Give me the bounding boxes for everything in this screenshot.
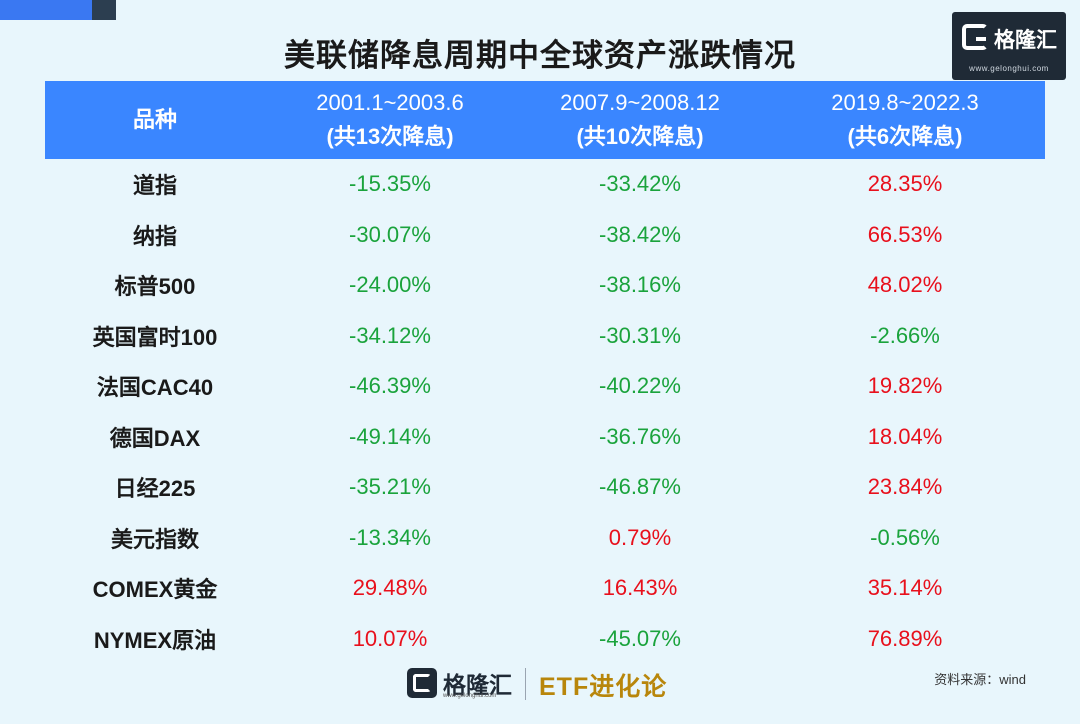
change-value-cell: 28.35% [867, 171, 943, 197]
change-value-cell: -38.16% [599, 272, 681, 298]
change-value-cell: -34.12% [349, 322, 431, 348]
header-row: 品种 2001.1~2003.6 (共13次降息) 2007.9~2008.12 (共1… [45, 81, 1045, 159]
header-cell-period: 2007.9~2008.12 (共10次降息) [515, 81, 765, 159]
table-row: 道指 -15.35% -33.42% 28.35% [45, 159, 1045, 210]
asset-name-cell: 标普500 [114, 274, 196, 300]
change-value-cell: 29.48% [352, 575, 428, 601]
change-value-cell: -0.56% [870, 524, 940, 550]
logo-url-text: www.gelonghui.com [969, 64, 1049, 73]
table-row: 德国DAX -49.14% -36.76% 18.04% [45, 412, 1045, 463]
corner-accent [0, 0, 92, 20]
change-value-cell: 19.82% [867, 373, 943, 399]
header-count-label: (共13次降息) [326, 124, 454, 149]
change-value-cell: 76.89% [867, 625, 943, 651]
table-row: 标普500 -24.00% -38.16% 48.02% [45, 260, 1045, 311]
page-title: 美联储降息周期中全球资产涨跌情况 [284, 38, 796, 73]
table-row: 纳指 -30.07% -38.42% 66.53% [45, 210, 1045, 261]
g-logo-icon [962, 24, 988, 50]
change-value-cell: -33.42% [599, 171, 681, 197]
change-value-cell: -30.31% [599, 322, 681, 348]
header-cell-period: 2001.1~2003.6 (共13次降息) [265, 81, 515, 159]
header-cell-name: 品种 [45, 81, 265, 159]
table-row: COMEX黄金 29.48% 16.43% 35.14% [45, 563, 1045, 614]
asset-name-cell: 德国DAX [109, 425, 201, 451]
data-source-note: 资料来源：wind [934, 672, 1026, 687]
column-name: ETF进化论 [539, 673, 668, 701]
asset-name-cell: NYMEX原油 [93, 627, 217, 653]
asset-name-cell: 道指 [132, 173, 177, 199]
logo-brand-text: 格隆汇 [994, 29, 1057, 52]
change-value-cell: -46.87% [599, 474, 681, 500]
table-body: 道指 -15.35% -33.42% 28.35% 纳指 -30.07% -38.42% 66… [45, 159, 1045, 664]
change-value-cell: 48.02% [867, 272, 943, 298]
corner-decoration [0, 0, 116, 20]
asset-performance-table: 品种 2001.1~2003.6 (共13次降息) 2007.9~2008.12 (共1… [45, 81, 1045, 664]
table-row: NYMEX原油 10.07% -45.07% 76.89% [45, 614, 1045, 665]
change-value-cell: 10.07% [352, 625, 428, 651]
change-value-cell: -45.07% [599, 625, 681, 651]
change-value-cell: -35.21% [349, 474, 431, 500]
header-cell-period: 2019.8~2022.3 (共6次降息) [765, 81, 1045, 159]
change-value-cell: -40.22% [599, 373, 681, 399]
header-period-label: 2007.9~2008.12 [560, 90, 720, 115]
table-row: 英国富时100 -34.12% -30.31% -2.66% [45, 311, 1045, 362]
change-value-cell: -13.34% [349, 524, 431, 550]
change-value-cell: -2.66% [870, 322, 940, 348]
change-value-cell: -36.76% [599, 423, 681, 449]
change-value-cell: -15.35% [349, 171, 431, 197]
asset-name-cell: 法国CAC40 [96, 375, 214, 401]
footer-brand-text: 格隆汇 [443, 672, 512, 698]
change-value-cell: -46.39% [349, 373, 431, 399]
change-value-cell: 16.43% [602, 575, 678, 601]
table-row: 日经225 -35.21% -46.87% 23.84% [45, 462, 1045, 513]
change-value-cell: 35.14% [867, 575, 943, 601]
g-logo-icon [407, 668, 437, 698]
header-period-label: 2001.1~2003.6 [316, 90, 464, 115]
change-value-cell: -49.14% [349, 423, 431, 449]
asset-name-cell: COMEX黄金 [92, 577, 218, 603]
change-value-cell: -30.07% [349, 221, 431, 247]
header-count-label: (共6次降息) [847, 124, 963, 149]
asset-name-cell: 美元指数 [110, 526, 199, 552]
change-value-cell: 66.53% [867, 221, 943, 247]
asset-name-cell: 日经225 [114, 476, 196, 502]
footer-divider [525, 668, 526, 700]
change-value-cell: -24.00% [349, 272, 431, 298]
footer-url-text: www.gelonghui.com [443, 693, 497, 699]
table-row: 美元指数 -13.34% 0.79% -0.56% [45, 513, 1045, 564]
asset-name-cell: 英国富时100 [92, 324, 218, 350]
change-value-cell: 0.79% [608, 524, 672, 550]
header-period-label: 2019.8~2022.3 [831, 90, 979, 115]
change-value-cell: 23.84% [867, 474, 943, 500]
table-row: 法国CAC40 -46.39% -40.22% 19.82% [45, 361, 1045, 412]
header-count-label: (共10次降息) [576, 124, 704, 149]
asset-name-cell: 纳指 [132, 223, 177, 249]
table-header: 品种 2001.1~2003.6 (共13次降息) 2007.9~2008.12 (共1… [45, 81, 1045, 159]
change-value-cell: -38.42% [599, 221, 681, 247]
gelonghui-logo: 格隆汇 www.gelonghui.com [952, 12, 1066, 80]
change-value-cell: 18.04% [867, 423, 943, 449]
